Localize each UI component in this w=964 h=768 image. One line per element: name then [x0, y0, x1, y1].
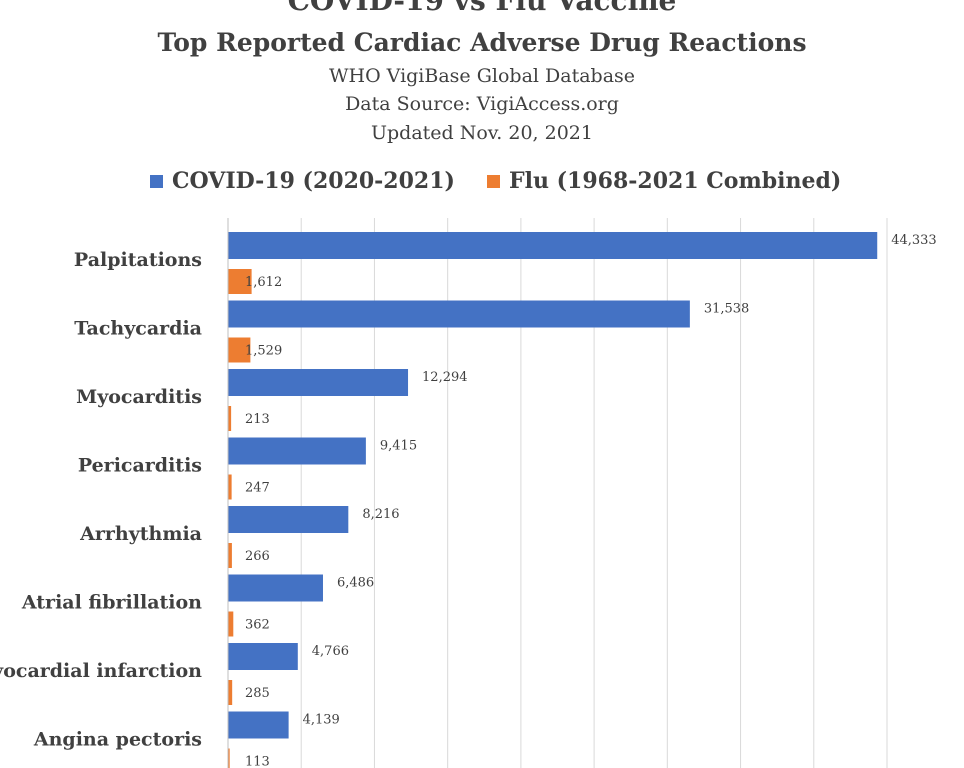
category-label-myocarditis: Myocarditis [76, 386, 202, 408]
source-line-3: Updated Nov. 20, 2021 [371, 122, 593, 144]
legend-item-covid: COVID-19 (2020-2021) [150, 168, 455, 194]
bar-chart: Palpitations 44,333 1,612 Tachycardia 31,538… [0, 218, 937, 768]
data-label-flu-palpitations: 1,612 [245, 275, 282, 290]
legend-swatch-covid [150, 174, 163, 188]
source-line-2: Data Source: VigiAccess.org [345, 93, 619, 115]
data-label-covid-myocarditis: 12,294 [422, 370, 468, 385]
legend-label-covid: COVID-19 (2020-2021) [172, 168, 455, 194]
bar-flu-angina-pectoris [228, 748, 230, 768]
bar-covid-tachycardia [228, 300, 690, 328]
data-label-flu-angina-pectoris: 113 [245, 755, 270, 768]
category-label-angina-pectoris: Angina pectoris [33, 729, 202, 751]
chart-subtitle: Top Reported Cardiac Adverse Drug Reacti… [157, 28, 807, 57]
category-label-myocardial-infarction: Myocardial infarction [0, 660, 202, 682]
data-label-covid-atrial-fibrillation: 6,486 [337, 576, 374, 591]
category-label-arrhythmia: Arrhythmia [79, 523, 202, 545]
bar-covid-myocardial-infarction [228, 643, 298, 670]
bar-flu-pericarditis [228, 474, 232, 500]
category-label-palpitations: Palpitations [74, 249, 202, 271]
data-label-covid-angina-pectoris: 4,139 [303, 713, 340, 728]
data-label-covid-palpitations: 44,333 [891, 233, 937, 248]
bar-flu-myocarditis [228, 406, 232, 431]
category-label-tachycardia: Tachycardia [74, 318, 202, 340]
chart-title: COVID-19 vs Flu Vaccine [287, 0, 677, 17]
data-label-covid-myocardial-infarction: 4,766 [312, 644, 349, 659]
bar-covid-palpitations [228, 232, 878, 259]
bar-covid-myocarditis [228, 369, 409, 396]
data-label-flu-tachycardia: 1,529 [245, 344, 282, 359]
category-label-pericarditis: Pericarditis [78, 455, 202, 477]
legend-label-flu: Flu (1968-2021 Combined) [509, 168, 842, 194]
bar-flu-myocardial-infarction [228, 680, 233, 705]
data-label-covid-arrhythmia: 8,216 [362, 507, 399, 522]
bar-flu-palpitations [228, 269, 252, 294]
data-label-flu-myocarditis: 213 [245, 412, 270, 427]
data-label-covid-tachycardia: 31,538 [704, 302, 750, 317]
source-line-1: WHO VigiBase Global Database [328, 65, 636, 87]
category-label-atrial-fibrillation: Atrial fibrillation [21, 592, 202, 614]
legend-item-flu: Flu (1968-2021 Combined) [487, 168, 841, 194]
bar-flu-tachycardia [228, 337, 251, 363]
chart-legend: COVID-19 (2020-2021) Flu (1968-2021 Comb… [0, 168, 964, 198]
bar-flu-atrial-fibrillation [228, 611, 234, 637]
data-label-flu-myocardial-infarction: 285 [245, 686, 270, 701]
data-label-flu-pericarditis: 247 [245, 481, 270, 496]
bar-covid-atrial-fibrillation [228, 574, 323, 602]
bar-covid-angina-pectoris [228, 711, 289, 739]
bar-flu-arrhythmia [228, 543, 232, 568]
bar-covid-pericarditis [228, 437, 366, 465]
data-label-covid-pericarditis: 9,415 [380, 439, 417, 454]
bar-covid-arrhythmia [228, 506, 349, 533]
data-label-flu-arrhythmia: 266 [245, 549, 270, 564]
data-label-flu-atrial-fibrillation: 362 [245, 618, 270, 633]
legend-swatch-flu [487, 174, 500, 188]
